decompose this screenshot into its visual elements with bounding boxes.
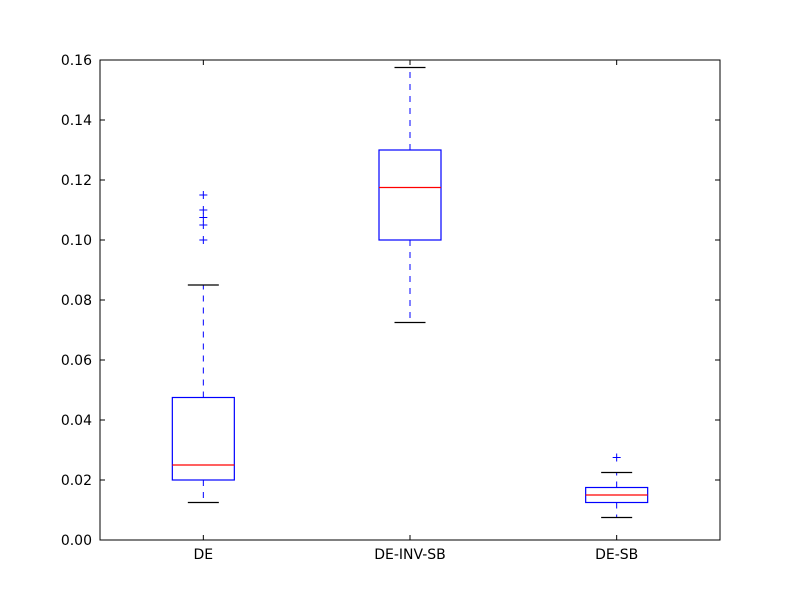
outlier-point [199,191,208,199]
outlier-point [199,213,208,222]
y-tick-label: 0.12 [61,173,92,189]
iqr-box [378,149,442,241]
x-tick-label: DE [194,547,214,563]
x-axis: DE DE-INV-SB DE-SB [194,60,638,563]
plot-area [171,66,649,519]
outlier-point [199,221,208,229]
y-tick-label: 0.04 [61,413,92,429]
outlier-point [612,453,621,462]
y-tick-label: 0.14 [61,113,92,129]
iqr-box [171,396,235,481]
y-tick-label: 0.08 [61,293,92,309]
y-tick-label: 0.06 [61,353,92,369]
y-tick-label: 0.00 [61,533,92,549]
x-tick-label: DE-SB [595,547,638,563]
y-tick-label: 0.02 [61,473,92,489]
outlier-point [199,206,208,214]
outlier-point [199,236,208,244]
y-tick-label: 0.16 [61,53,92,69]
y-axis: 0.00 0.02 0.04 0.06 0.08 0.10 0.12 0.14 0.16 [61,53,720,549]
y-tick-label: 0.10 [61,233,92,249]
box-group-de [171,191,235,504]
box-group-de-sb [585,453,649,519]
box-group-de-inv-sb [378,66,442,324]
x-tick-label: DE-INV-SB [374,547,446,563]
